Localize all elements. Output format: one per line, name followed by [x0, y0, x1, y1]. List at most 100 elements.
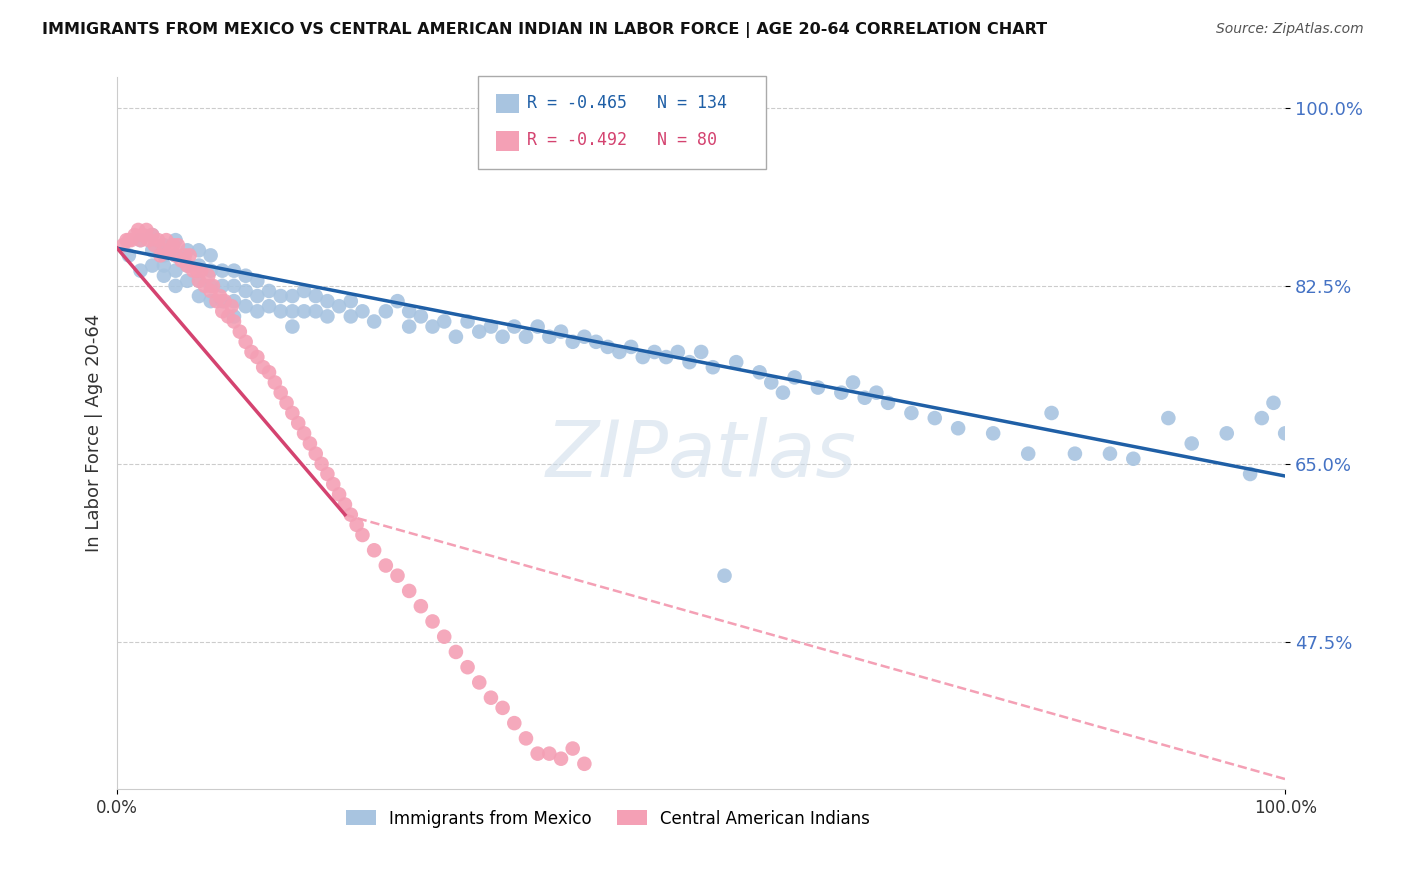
Point [725, 355, 748, 369]
Point [346, 517, 368, 532]
Point [235, 334, 257, 349]
Point [135, 223, 157, 237]
Point [865, 385, 887, 400]
Point [222, 294, 245, 309]
Point [153, 244, 176, 258]
Point [115, 233, 138, 247]
Point [176, 274, 198, 288]
Point [1122, 451, 1144, 466]
Point [585, 334, 607, 349]
Point [235, 299, 257, 313]
Point [211, 304, 233, 318]
Point [526, 319, 548, 334]
Point [167, 238, 190, 252]
Point [187, 244, 209, 258]
Point [877, 396, 900, 410]
Point [246, 304, 269, 318]
Point [153, 248, 176, 262]
Point [678, 355, 700, 369]
Point [409, 310, 432, 324]
Point [257, 299, 280, 313]
Point [222, 314, 245, 328]
Point [316, 294, 339, 309]
Point [153, 268, 176, 283]
Point [181, 263, 204, 277]
Point [1250, 411, 1272, 425]
Point [270, 385, 292, 400]
Point [1216, 426, 1239, 441]
Point [141, 228, 163, 243]
Point [503, 319, 526, 334]
Point [772, 385, 794, 400]
Point [281, 406, 304, 420]
Point [246, 350, 269, 364]
Point [298, 436, 321, 450]
Point [222, 263, 245, 277]
Point [1017, 447, 1039, 461]
Point [270, 304, 292, 318]
Point [170, 253, 193, 268]
Point [1274, 426, 1296, 441]
Point [287, 416, 309, 430]
Point [433, 314, 456, 328]
Point [643, 345, 665, 359]
Point [620, 340, 643, 354]
Point [422, 615, 444, 629]
Text: Source: ZipAtlas.com: Source: ZipAtlas.com [1216, 22, 1364, 37]
Point [222, 279, 245, 293]
Point [235, 284, 257, 298]
Point [748, 365, 770, 379]
Point [263, 376, 285, 390]
Point [561, 334, 583, 349]
Y-axis label: In Labor Force | Age 20-64: In Labor Force | Age 20-64 [86, 314, 103, 552]
Point [153, 238, 176, 252]
Point [830, 385, 852, 400]
Point [457, 314, 479, 328]
Point [201, 279, 224, 293]
Point [141, 259, 163, 273]
Point [149, 248, 172, 262]
Point [574, 330, 596, 344]
Point [316, 310, 339, 324]
Point [205, 294, 228, 309]
Point [118, 248, 141, 262]
Point [538, 330, 561, 344]
Point [444, 330, 467, 344]
Point [479, 690, 502, 705]
Point [352, 528, 374, 542]
Point [444, 645, 467, 659]
Point [1040, 406, 1063, 420]
Point [127, 223, 149, 237]
Point [165, 263, 187, 277]
Point [655, 350, 678, 364]
Point [1181, 436, 1204, 450]
Point [842, 376, 865, 390]
Point [339, 508, 361, 522]
Text: IMMIGRANTS FROM MEXICO VS CENTRAL AMERICAN INDIAN IN LABOR FORCE | AGE 20-64 COR: IMMIGRANTS FROM MEXICO VS CENTRAL AMERIC… [42, 22, 1047, 38]
Point [538, 747, 561, 761]
Point [292, 304, 315, 318]
Text: R = -0.492   N = 80: R = -0.492 N = 80 [527, 131, 717, 149]
Point [666, 345, 689, 359]
Point [211, 263, 233, 277]
Point [129, 233, 152, 247]
Point [165, 233, 187, 247]
Point [374, 558, 396, 573]
Point [176, 259, 198, 273]
Point [120, 233, 142, 247]
Point [187, 289, 209, 303]
Point [433, 630, 456, 644]
Point [165, 279, 187, 293]
Point [515, 731, 537, 746]
Point [155, 233, 177, 247]
Point [853, 391, 876, 405]
Point [208, 289, 231, 303]
Point [112, 238, 135, 252]
Point [292, 284, 315, 298]
Point [132, 228, 155, 243]
Point [374, 304, 396, 318]
Point [257, 365, 280, 379]
Point [702, 360, 724, 375]
Point [924, 411, 946, 425]
Point [339, 294, 361, 309]
